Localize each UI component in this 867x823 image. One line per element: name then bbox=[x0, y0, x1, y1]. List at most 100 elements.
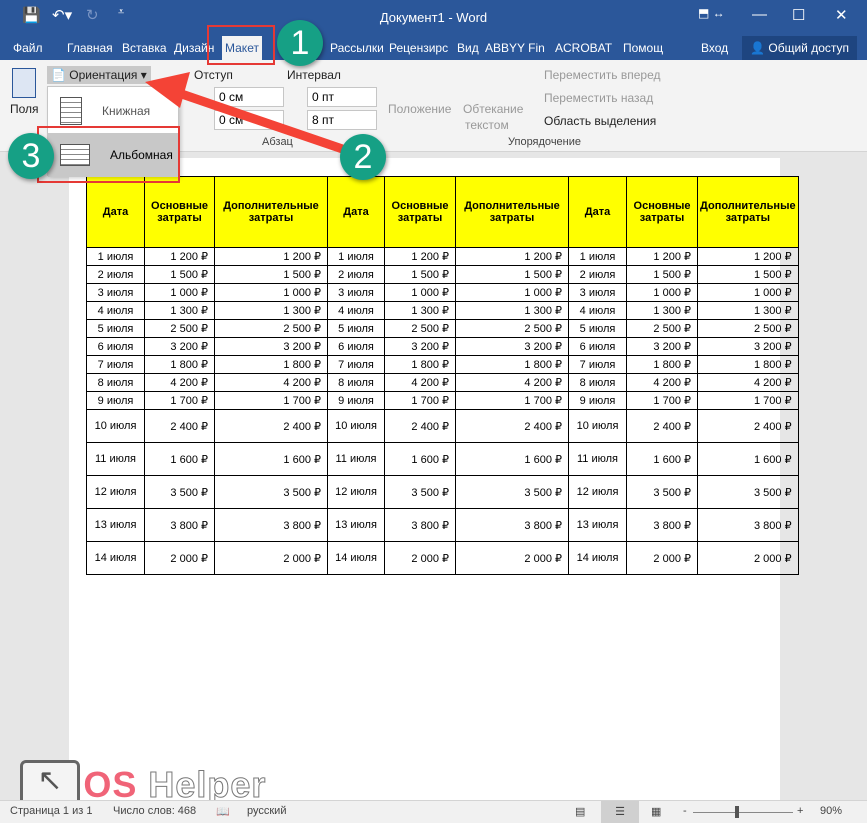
date-cell[interactable]: 11 июля bbox=[568, 442, 627, 476]
margins-button[interactable]: Поля bbox=[10, 102, 39, 116]
minimize-button[interactable]: — bbox=[752, 6, 767, 23]
extra-cost-cell[interactable]: 1 000 ₽ bbox=[455, 283, 569, 302]
spacing-after-input[interactable]: 8 пт bbox=[307, 110, 377, 130]
tab-9[interactable]: ACROBAT bbox=[555, 41, 613, 55]
maximize-button[interactable]: ☐ bbox=[792, 7, 806, 24]
extra-cost-cell[interactable]: 2 400 ₽ bbox=[214, 409, 328, 443]
main-cost-cell[interactable]: 3 800 ₽ bbox=[384, 508, 456, 542]
zoom-level[interactable]: 90% bbox=[820, 805, 843, 817]
extra-cost-cell[interactable]: 1 700 ₽ bbox=[697, 391, 799, 410]
main-cost-cell[interactable]: 1 600 ₽ bbox=[384, 442, 456, 476]
main-cost-cell[interactable]: 1 800 ₽ bbox=[144, 355, 215, 374]
main-cost-cell[interactable]: 3 200 ₽ bbox=[384, 337, 456, 356]
word-count[interactable]: Число слов: 468 bbox=[113, 805, 197, 817]
extra-cost-cell[interactable]: 2 400 ₽ bbox=[455, 409, 569, 443]
main-cost-cell[interactable]: 2 500 ₽ bbox=[626, 319, 698, 338]
main-cost-cell[interactable]: 2 000 ₽ bbox=[144, 541, 215, 575]
undo-icon[interactable]: ↶▾ bbox=[52, 7, 73, 24]
extra-cost-cell[interactable]: 2 400 ₽ bbox=[697, 409, 799, 443]
tab-3[interactable]: Дизайн bbox=[174, 41, 215, 55]
date-cell[interactable]: 13 июля bbox=[327, 508, 385, 542]
language[interactable]: русский bbox=[247, 805, 287, 817]
extra-cost-cell[interactable]: 1 800 ₽ bbox=[697, 355, 799, 374]
main-cost-cell[interactable]: 2 400 ₽ bbox=[626, 409, 698, 443]
extra-cost-cell[interactable]: 1 300 ₽ bbox=[214, 301, 328, 320]
main-cost-cell[interactable]: 3 500 ₽ bbox=[384, 475, 456, 509]
date-cell[interactable]: 7 июля bbox=[327, 355, 385, 374]
date-cell[interactable]: 1 июля bbox=[568, 247, 627, 266]
print-layout-icon[interactable]: ☰ bbox=[601, 801, 639, 823]
extra-cost-cell[interactable]: 2 000 ₽ bbox=[214, 541, 328, 575]
save-icon[interactable]: 💾 bbox=[22, 7, 41, 24]
tab-8[interactable]: ABBYY Fin bbox=[485, 41, 545, 55]
main-cost-cell[interactable]: 1 600 ₽ bbox=[144, 442, 215, 476]
date-cell[interactable]: 12 июля bbox=[86, 475, 145, 509]
position-button[interactable]: Положение bbox=[388, 102, 452, 116]
zoom-in-button[interactable]: + bbox=[797, 805, 804, 817]
menu-item-portrait[interactable]: Книжная bbox=[48, 89, 178, 133]
main-cost-cell[interactable]: 4 200 ₽ bbox=[144, 373, 215, 392]
extra-cost-cell[interactable]: 2 000 ₽ bbox=[697, 541, 799, 575]
date-cell[interactable]: 12 июля bbox=[327, 475, 385, 509]
extra-cost-cell[interactable]: 1 200 ₽ bbox=[214, 247, 328, 266]
main-cost-cell[interactable]: 4 200 ₽ bbox=[384, 373, 456, 392]
main-cost-cell[interactable]: 3 200 ₽ bbox=[144, 337, 215, 356]
main-cost-cell[interactable]: 1 500 ₽ bbox=[626, 265, 698, 284]
main-cost-cell[interactable]: 1 700 ₽ bbox=[384, 391, 456, 410]
extra-cost-cell[interactable]: 1 700 ₽ bbox=[214, 391, 328, 410]
date-cell[interactable]: 11 июля bbox=[327, 442, 385, 476]
date-cell[interactable]: 3 июля bbox=[86, 283, 145, 302]
selection-pane-button[interactable]: Область выделения bbox=[544, 114, 657, 128]
date-cell[interactable]: 6 июля bbox=[327, 337, 385, 356]
extra-cost-cell[interactable]: 3 500 ₽ bbox=[214, 475, 328, 509]
tab-2[interactable]: Вставка bbox=[122, 41, 167, 55]
ribbon-display-icon[interactable]: ⬒ ↔ bbox=[698, 6, 725, 20]
main-cost-cell[interactable]: 1 300 ₽ bbox=[144, 301, 215, 320]
date-cell[interactable]: 14 июля bbox=[86, 541, 145, 575]
main-cost-cell[interactable]: 2 500 ₽ bbox=[384, 319, 456, 338]
tab-6[interactable]: Рецензирс bbox=[389, 41, 449, 55]
date-cell[interactable]: 4 июля bbox=[86, 301, 145, 320]
tab-10[interactable]: Помощ bbox=[623, 41, 664, 55]
extra-cost-cell[interactable]: 3 200 ₽ bbox=[455, 337, 569, 356]
web-layout-icon[interactable]: ▦ bbox=[651, 806, 662, 818]
main-cost-cell[interactable]: 1 300 ₽ bbox=[626, 301, 698, 320]
menu-item-landscape[interactable]: Альбомная bbox=[48, 133, 178, 177]
tab-11[interactable]: Вход bbox=[701, 41, 729, 55]
main-cost-cell[interactable]: 2 400 ₽ bbox=[144, 409, 215, 443]
tab-5[interactable]: Рассылки bbox=[330, 41, 384, 55]
date-cell[interactable]: 9 июля bbox=[568, 391, 627, 410]
main-cost-cell[interactable]: 3 800 ₽ bbox=[626, 508, 698, 542]
share-button[interactable]: 👤 Общий доступ bbox=[742, 36, 857, 60]
main-cost-cell[interactable]: 2 400 ₽ bbox=[384, 409, 456, 443]
main-cost-cell[interactable]: 1 000 ₽ bbox=[144, 283, 215, 302]
redo-icon[interactable]: ↻ bbox=[86, 7, 99, 24]
extra-cost-cell[interactable]: 3 500 ₽ bbox=[455, 475, 569, 509]
main-cost-cell[interactable]: 1 700 ₽ bbox=[144, 391, 215, 410]
zoom-slider[interactable] bbox=[693, 812, 793, 813]
extra-cost-cell[interactable]: 2 000 ₽ bbox=[455, 541, 569, 575]
date-cell[interactable]: 8 июля bbox=[568, 373, 627, 392]
extra-cost-cell[interactable]: 1 600 ₽ bbox=[455, 442, 569, 476]
date-cell[interactable]: 12 июля bbox=[568, 475, 627, 509]
indent-left-input[interactable]: 0 см bbox=[214, 87, 284, 107]
date-cell[interactable]: 6 июля bbox=[86, 337, 145, 356]
customize-icon[interactable]: ⩡ bbox=[118, 6, 125, 18]
spacing-before-input[interactable]: 0 пт bbox=[307, 87, 377, 107]
read-mode-icon[interactable]: ▤ bbox=[575, 806, 586, 818]
date-cell[interactable]: 14 июля bbox=[327, 541, 385, 575]
main-cost-cell[interactable]: 3 200 ₽ bbox=[626, 337, 698, 356]
date-cell[interactable]: 9 июля bbox=[86, 391, 145, 410]
extra-cost-cell[interactable]: 3 800 ₽ bbox=[697, 508, 799, 542]
zoom-out-button[interactable]: - bbox=[683, 805, 687, 817]
main-cost-cell[interactable]: 1 600 ₽ bbox=[626, 442, 698, 476]
tab-1[interactable]: Главная bbox=[67, 41, 113, 55]
date-cell[interactable]: 13 июля bbox=[86, 508, 145, 542]
tab-7[interactable]: Вид bbox=[457, 41, 479, 55]
bring-forward-button[interactable]: Переместить вперед bbox=[544, 68, 661, 82]
tab-4[interactable]: Макет bbox=[222, 36, 262, 60]
orientation-button[interactable]: 📄 Ориентация ▾ bbox=[47, 66, 151, 84]
main-cost-cell[interactable]: 3 500 ₽ bbox=[626, 475, 698, 509]
close-button[interactable]: ✕ bbox=[835, 7, 848, 24]
main-cost-cell[interactable]: 2 000 ₽ bbox=[626, 541, 698, 575]
